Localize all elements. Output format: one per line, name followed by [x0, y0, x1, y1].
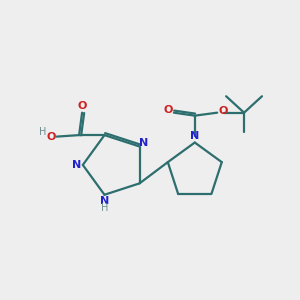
- Text: O: O: [46, 132, 56, 142]
- Text: O: O: [77, 101, 87, 111]
- Text: N: N: [140, 138, 148, 148]
- Text: N: N: [72, 160, 81, 170]
- Text: H: H: [101, 203, 108, 213]
- Text: H: H: [39, 127, 46, 137]
- Text: N: N: [100, 196, 109, 206]
- Text: N: N: [190, 131, 200, 141]
- Text: O: O: [218, 106, 228, 116]
- Text: O: O: [163, 105, 172, 115]
